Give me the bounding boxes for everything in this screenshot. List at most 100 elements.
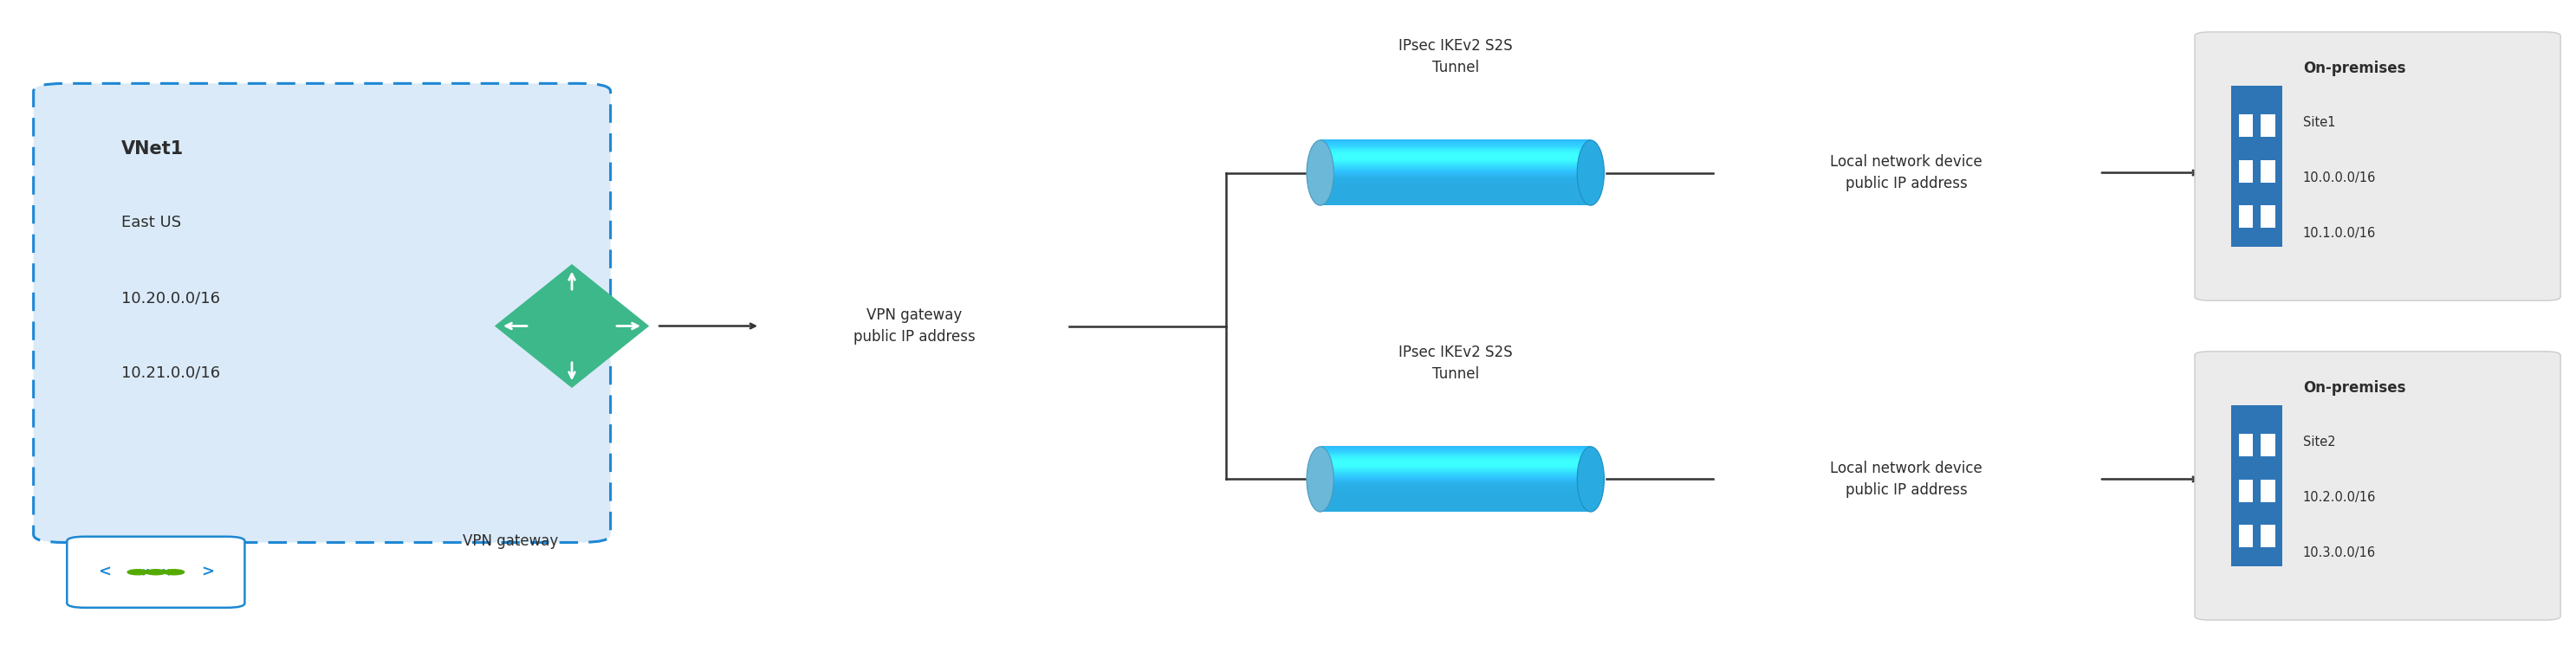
FancyBboxPatch shape [1319,164,1589,166]
Text: IPsec IKEv2 S2S
Tunnel: IPsec IKEv2 S2S Tunnel [1399,344,1512,381]
FancyBboxPatch shape [1319,479,1589,481]
FancyBboxPatch shape [1319,458,1589,460]
FancyBboxPatch shape [1319,177,1589,179]
FancyBboxPatch shape [1319,473,1589,476]
Text: VPN gateway
public IP address: VPN gateway public IP address [853,307,976,345]
FancyBboxPatch shape [1319,184,1589,186]
FancyBboxPatch shape [1319,194,1589,196]
FancyBboxPatch shape [2231,85,2282,247]
FancyBboxPatch shape [1319,462,1589,464]
FancyBboxPatch shape [1319,452,1589,455]
Text: Site2: Site2 [2303,436,2336,449]
FancyBboxPatch shape [1319,451,1589,453]
FancyBboxPatch shape [1319,203,1589,205]
FancyBboxPatch shape [2262,434,2275,456]
FancyBboxPatch shape [1319,174,1589,176]
FancyBboxPatch shape [1319,146,1589,149]
FancyBboxPatch shape [1319,145,1589,147]
Text: 10.21.0.0/16: 10.21.0.0/16 [121,365,219,381]
FancyBboxPatch shape [1319,449,1589,452]
Text: 10.3.0.0/16: 10.3.0.0/16 [2303,546,2375,559]
FancyBboxPatch shape [2239,479,2254,502]
Text: 10.1.0.0/16: 10.1.0.0/16 [2303,227,2375,240]
FancyBboxPatch shape [1319,486,1589,489]
Ellipse shape [1306,447,1334,512]
FancyBboxPatch shape [67,537,245,608]
FancyBboxPatch shape [1319,447,1589,450]
FancyBboxPatch shape [1319,169,1589,171]
FancyBboxPatch shape [1319,197,1589,199]
FancyBboxPatch shape [1319,148,1589,150]
FancyBboxPatch shape [2262,479,2275,502]
FancyBboxPatch shape [1319,492,1589,494]
Text: On-premises: On-premises [2303,61,2406,76]
FancyBboxPatch shape [1319,510,1589,512]
FancyBboxPatch shape [1319,185,1589,188]
Text: VNet1: VNet1 [121,140,183,158]
Ellipse shape [1577,447,1605,512]
FancyBboxPatch shape [1319,499,1589,502]
FancyBboxPatch shape [1319,161,1589,163]
FancyBboxPatch shape [1319,155,1589,156]
FancyBboxPatch shape [1319,166,1589,168]
FancyBboxPatch shape [1319,171,1589,173]
Text: <: < [98,565,111,580]
FancyBboxPatch shape [2195,32,2561,301]
Text: 10.20.0.0/16: 10.20.0.0/16 [121,290,219,306]
Text: Local network device
public IP address: Local network device public IP address [1829,154,1984,192]
FancyBboxPatch shape [2239,434,2254,456]
FancyBboxPatch shape [2262,525,2275,547]
FancyBboxPatch shape [1319,456,1589,458]
FancyBboxPatch shape [1319,460,1589,463]
FancyBboxPatch shape [1319,480,1589,482]
FancyBboxPatch shape [1319,485,1589,487]
FancyBboxPatch shape [1319,159,1589,162]
Text: Site1: Site1 [2303,116,2336,129]
FancyBboxPatch shape [1319,505,1589,507]
Ellipse shape [1306,140,1334,205]
FancyBboxPatch shape [1319,201,1589,203]
FancyBboxPatch shape [1319,471,1589,473]
FancyBboxPatch shape [1319,469,1589,471]
FancyBboxPatch shape [33,83,611,542]
FancyBboxPatch shape [1319,182,1589,185]
FancyBboxPatch shape [1319,446,1589,449]
FancyBboxPatch shape [1319,484,1589,486]
FancyBboxPatch shape [1319,153,1589,155]
Text: On-premises: On-premises [2303,380,2406,396]
FancyBboxPatch shape [1319,501,1589,503]
Text: East US: East US [121,215,180,231]
FancyBboxPatch shape [1319,162,1589,165]
Circle shape [165,570,185,575]
FancyBboxPatch shape [2195,351,2561,620]
Text: >: > [201,565,214,580]
Circle shape [144,570,165,575]
FancyBboxPatch shape [1319,464,1589,466]
Text: Local network device
public IP address: Local network device public IP address [1829,460,1984,498]
FancyBboxPatch shape [1319,149,1589,152]
FancyBboxPatch shape [1319,172,1589,175]
FancyBboxPatch shape [1319,168,1589,170]
FancyBboxPatch shape [1319,151,1589,153]
FancyBboxPatch shape [1319,187,1589,189]
FancyBboxPatch shape [1319,503,1589,505]
FancyBboxPatch shape [1319,508,1589,510]
FancyBboxPatch shape [1319,506,1589,509]
FancyBboxPatch shape [1319,454,1589,456]
Text: 10.0.0.0/16: 10.0.0.0/16 [2303,171,2375,185]
FancyBboxPatch shape [1319,143,1589,145]
FancyBboxPatch shape [1319,140,1589,142]
FancyBboxPatch shape [1319,195,1589,198]
FancyBboxPatch shape [1319,498,1589,501]
Polygon shape [495,264,649,388]
FancyBboxPatch shape [1319,488,1589,490]
FancyBboxPatch shape [1319,497,1589,499]
Text: 10.2.0.0/16: 10.2.0.0/16 [2303,491,2375,504]
FancyBboxPatch shape [1319,466,1589,468]
FancyBboxPatch shape [1319,181,1589,183]
Ellipse shape [1577,140,1605,205]
FancyBboxPatch shape [1319,459,1589,462]
FancyBboxPatch shape [1319,495,1589,497]
Circle shape [126,570,147,575]
FancyBboxPatch shape [2262,160,2275,183]
